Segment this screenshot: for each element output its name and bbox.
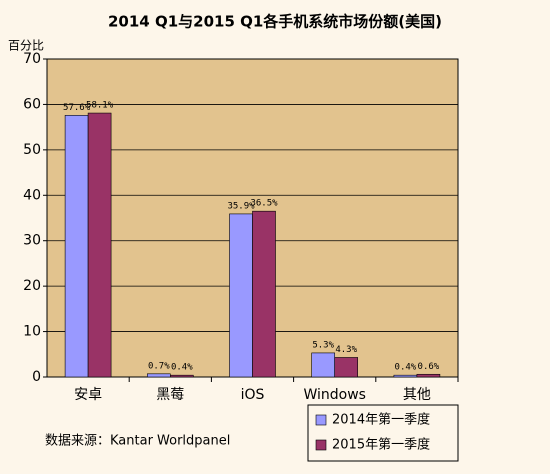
y-axis-label: 百分比 <box>8 39 44 53</box>
bar <box>311 352 336 378</box>
legend-label: 2014年第一季度 <box>332 412 430 428</box>
y-tick-label: 50 <box>23 142 41 158</box>
bar <box>147 373 171 378</box>
value-label: 58.1% <box>86 101 114 111</box>
y-tick-label: 30 <box>23 233 41 249</box>
y-tick-label: 70 <box>23 51 41 67</box>
value-label: 57.6% <box>63 103 91 113</box>
value-label: 36.5% <box>250 199 278 209</box>
bar <box>334 357 359 378</box>
legend-swatch <box>315 414 327 426</box>
legend-label: 2015年第一季度 <box>332 437 430 453</box>
y-tick-label: 60 <box>23 96 41 112</box>
y-tick-label: 20 <box>23 278 41 294</box>
y-tick-label: 10 <box>23 324 41 340</box>
bar <box>87 112 112 378</box>
value-label: 0.4% <box>171 363 193 373</box>
bar <box>416 373 441 378</box>
x-tick-label: Windows <box>303 387 366 403</box>
bar <box>170 374 194 378</box>
legend-box <box>307 404 459 462</box>
value-label: 0.6% <box>418 362 440 372</box>
x-tick-label: 其他 <box>403 387 431 403</box>
value-label: 4.3% <box>335 345 357 355</box>
y-tick-label: 0 <box>32 369 41 385</box>
x-tick-label: 安卓 <box>74 387 102 403</box>
bar <box>252 210 276 378</box>
x-tick-label: 黑莓 <box>156 387 184 403</box>
legend-swatch <box>315 439 327 451</box>
value-label: 5.3% <box>312 340 334 350</box>
source-note: 数据来源：Kantar Worldpanel <box>45 434 230 449</box>
y-tick-label: 40 <box>23 187 41 203</box>
bar <box>393 374 418 378</box>
chart-title: 2014 Q1与2015 Q1各手机系统市场份额(美国) <box>108 13 442 31</box>
bar <box>64 115 89 378</box>
value-label: 0.7% <box>148 361 170 371</box>
value-label: 35.9% <box>227 201 255 211</box>
bar <box>229 213 253 378</box>
x-tick-label: iOS <box>241 387 265 403</box>
value-label: 0.4% <box>395 363 417 373</box>
